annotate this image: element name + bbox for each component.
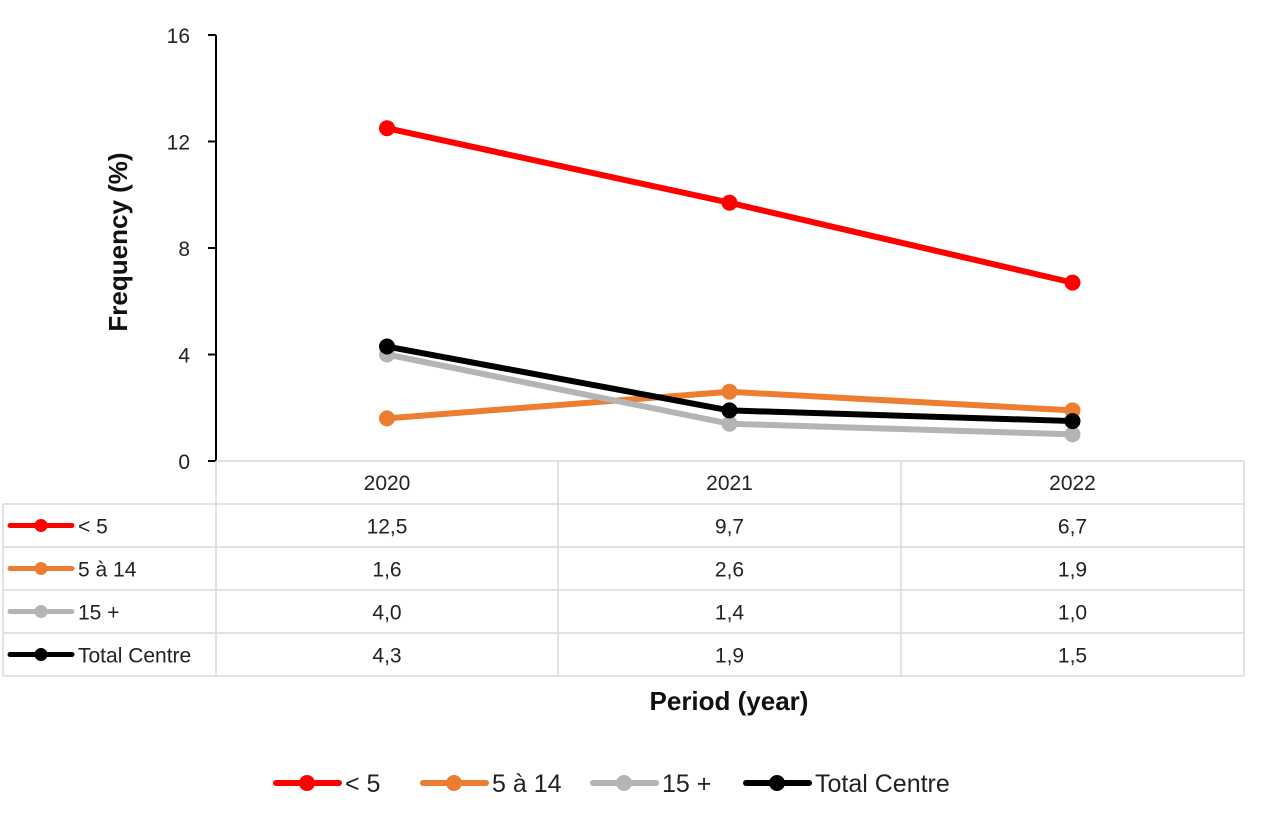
legend: < 5 5 à 14 15 + Total Centre	[273, 770, 950, 798]
data-point	[721, 194, 738, 211]
y-tick-label: 16	[167, 25, 190, 48]
x-category-label: 2020	[364, 472, 411, 495]
y-tick-label: 12	[167, 132, 190, 155]
table-legend-key-marker	[34, 519, 48, 532]
y-axis: 0 4 8 12 16	[167, 25, 217, 474]
table-cell-value: 4,3	[372, 645, 401, 668]
legend-key-marker	[769, 775, 785, 791]
legend-label: 5 à 14	[492, 770, 562, 798]
legend-key-marker	[616, 775, 632, 791]
y-tick-label: 8	[178, 238, 190, 261]
table-row-label: < 5	[78, 516, 108, 539]
legend-key-marker	[299, 775, 315, 791]
table-legend-key-marker	[34, 605, 48, 618]
table-cell-value: 1,5	[1058, 645, 1087, 668]
table-cell-value: 6,7	[1058, 516, 1087, 539]
table-cell-value: 9,7	[715, 516, 744, 539]
data-point	[379, 338, 395, 355]
data-point	[721, 383, 738, 400]
data-point	[721, 415, 738, 432]
table-cell-value: 12,5	[367, 516, 408, 539]
table-cell-value: 1,9	[715, 645, 744, 668]
y-tick-label: 4	[178, 345, 190, 368]
table-cell-value: 1,6	[372, 559, 401, 582]
data-point	[379, 410, 395, 427]
data-point	[1064, 274, 1081, 291]
series-lines	[379, 120, 1081, 443]
legend-label: Total Centre	[815, 770, 950, 798]
data-point	[379, 120, 395, 137]
x-axis-title: Period (year)	[650, 686, 809, 716]
table-row-label: 5 à 14	[78, 559, 137, 582]
table-cell-value: 1,4	[715, 602, 745, 625]
table-row-label: 15 +	[78, 602, 119, 625]
table-cell-value: 2,6	[715, 559, 744, 582]
legend-label: < 5	[345, 770, 380, 798]
x-category-label: 2021	[706, 472, 753, 495]
table-cell-value: 4,0	[372, 602, 401, 625]
y-axis-title: Frequency (%)	[103, 152, 133, 331]
y-tick-label: 0	[178, 451, 190, 474]
table-legend-key-marker	[34, 648, 48, 661]
data-point	[1064, 426, 1081, 443]
data-table: 2020 2021 2022 < 5 12,5 9,7 6,7 5 à 14 1,6 2,6 1,9…	[2, 460, 1245, 677]
table-cell-value: 1,9	[1058, 559, 1087, 582]
table-cell-value: 1,0	[1058, 602, 1087, 625]
table-legend-key-marker	[34, 562, 48, 575]
table-row-label: Total Centre	[78, 645, 191, 668]
legend-key-marker	[446, 775, 462, 791]
data-point	[1064, 413, 1081, 430]
data-point	[721, 402, 738, 419]
x-category-label: 2022	[1049, 472, 1096, 495]
legend-label: 15 +	[662, 770, 711, 798]
